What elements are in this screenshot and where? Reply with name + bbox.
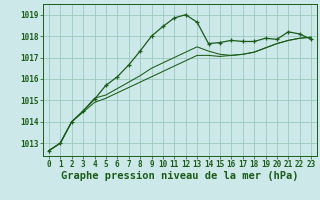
X-axis label: Graphe pression niveau de la mer (hPa): Graphe pression niveau de la mer (hPa) xyxy=(61,171,299,181)
